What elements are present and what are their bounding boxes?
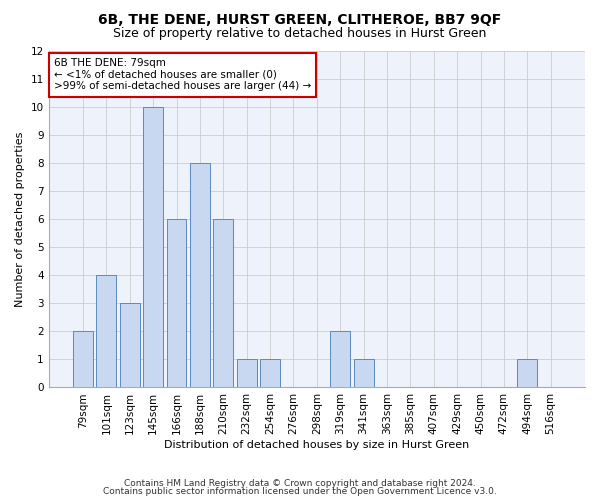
Bar (260, 360, 280, 388)
Text: 6B, THE DENE, HURST GREEN, CLITHEROE, BB7 9QF: 6B, THE DENE, HURST GREEN, CLITHEROE, BB… (98, 12, 502, 26)
Bar (237, 360, 257, 388)
Bar (73, 332, 93, 388)
Text: Size of property relative to detached houses in Hurst Green: Size of property relative to detached ho… (113, 28, 487, 40)
Bar (330, 332, 350, 388)
X-axis label: Distribution of detached houses by size in Hurst Green: Distribution of detached houses by size … (164, 440, 469, 450)
Y-axis label: Number of detached properties: Number of detached properties (15, 132, 25, 307)
Bar (120, 304, 140, 388)
Bar (190, 164, 210, 388)
Bar (97, 276, 116, 388)
Bar (353, 360, 374, 388)
Text: Contains HM Land Registry data © Crown copyright and database right 2024.: Contains HM Land Registry data © Crown c… (124, 478, 476, 488)
Text: Contains public sector information licensed under the Open Government Licence v3: Contains public sector information licen… (103, 487, 497, 496)
Bar (143, 108, 163, 388)
Bar (214, 220, 233, 388)
Bar (517, 360, 537, 388)
Bar (167, 220, 187, 388)
Text: 6B THE DENE: 79sqm
← <1% of detached houses are smaller (0)
>99% of semi-detache: 6B THE DENE: 79sqm ← <1% of detached hou… (54, 58, 311, 92)
